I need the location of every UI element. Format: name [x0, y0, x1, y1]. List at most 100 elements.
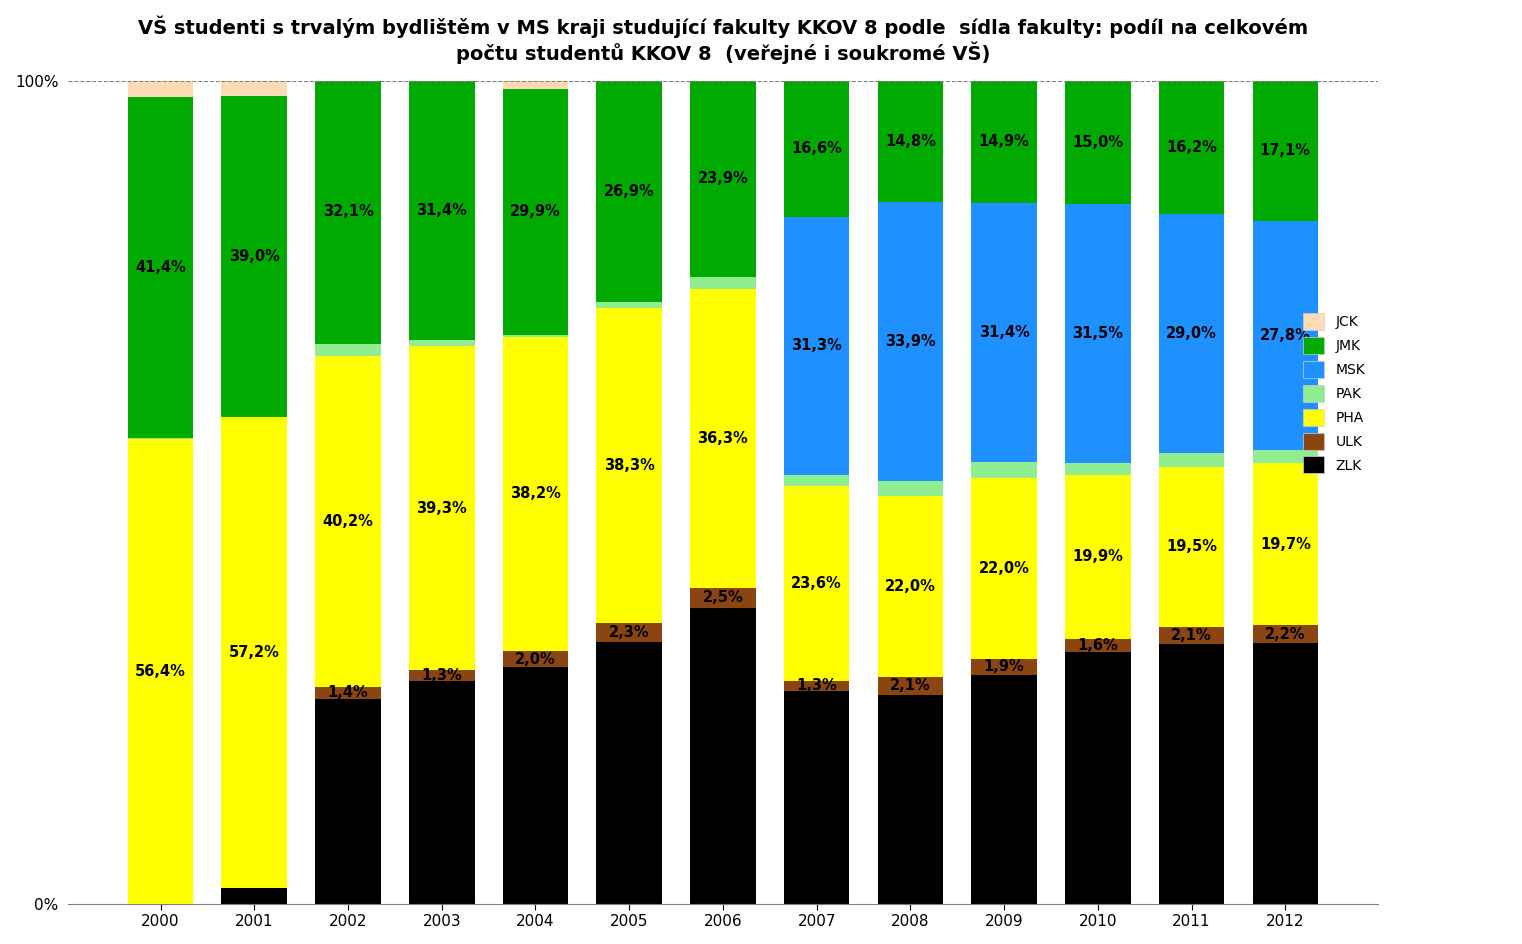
Text: 38,3%: 38,3%: [604, 458, 654, 473]
Text: 30,6%: 30,6%: [1073, 770, 1123, 785]
Bar: [222, 96, 288, 417]
Bar: [878, 80, 944, 202]
Bar: [878, 202, 944, 481]
Bar: [878, 677, 944, 695]
Bar: [315, 699, 380, 903]
Text: 31,4%: 31,4%: [979, 325, 1029, 340]
Bar: [971, 478, 1036, 659]
Text: 1,3%: 1,3%: [422, 667, 463, 683]
Bar: [128, 80, 193, 97]
Bar: [409, 340, 475, 346]
Text: 15,0%: 15,0%: [1073, 135, 1123, 150]
Bar: [1158, 80, 1224, 214]
Text: 1,6%: 1,6%: [1078, 637, 1119, 652]
Text: 17,1%: 17,1%: [1260, 143, 1310, 159]
Bar: [784, 80, 849, 217]
Text: 31,5%: 31,5%: [1166, 767, 1218, 782]
Title: VŠ studenti s trvalým bydlištěm v MS kraji studující fakulty KKOV 8 podle  sídla: VŠ studenti s trvalým bydlištěm v MS kra…: [139, 15, 1307, 63]
Text: 23,9%: 23,9%: [697, 172, 749, 186]
Bar: [502, 89, 568, 335]
Bar: [971, 675, 1036, 903]
Text: 31,3%: 31,3%: [791, 339, 842, 353]
Text: 41,4%: 41,4%: [135, 260, 186, 275]
Bar: [1253, 80, 1318, 221]
Bar: [971, 462, 1036, 478]
Bar: [1253, 644, 1318, 903]
Text: 31,5%: 31,5%: [1073, 326, 1123, 341]
Text: 19,9%: 19,9%: [1073, 549, 1123, 565]
Bar: [878, 497, 944, 677]
Text: 2,1%: 2,1%: [890, 679, 931, 694]
Text: 27,8%: 27,8%: [979, 782, 1029, 797]
Bar: [1158, 645, 1224, 903]
Bar: [689, 80, 756, 278]
Bar: [315, 356, 380, 687]
Bar: [689, 278, 756, 289]
Text: 39,0%: 39,0%: [228, 249, 280, 264]
Text: 35,9%: 35,9%: [697, 749, 749, 764]
Bar: [409, 81, 475, 340]
Text: 22,0%: 22,0%: [979, 561, 1029, 576]
Bar: [1065, 475, 1131, 638]
Bar: [315, 687, 380, 699]
Bar: [128, 438, 193, 439]
Bar: [315, 79, 380, 344]
Bar: [1158, 452, 1224, 466]
Text: 2,1%: 2,1%: [1172, 628, 1212, 643]
Bar: [1253, 625, 1318, 644]
Bar: [502, 336, 568, 651]
Bar: [502, 651, 568, 667]
Bar: [971, 203, 1036, 462]
Text: 14,8%: 14,8%: [884, 134, 936, 149]
Bar: [971, 659, 1036, 675]
Bar: [1065, 464, 1131, 475]
Bar: [597, 80, 662, 302]
Bar: [784, 486, 849, 681]
Bar: [1253, 221, 1318, 450]
Text: 33,9%: 33,9%: [884, 334, 936, 349]
Text: 40,2%: 40,2%: [323, 514, 373, 530]
Bar: [597, 623, 662, 642]
Bar: [971, 80, 1036, 203]
Bar: [409, 681, 475, 903]
Bar: [1253, 450, 1318, 464]
Text: 16,6%: 16,6%: [791, 142, 842, 157]
Text: 27,8%: 27,8%: [1260, 329, 1310, 344]
Text: 2,0%: 2,0%: [514, 651, 556, 666]
Bar: [597, 308, 662, 623]
Bar: [502, 335, 568, 336]
Bar: [409, 346, 475, 670]
Text: 31,6%: 31,6%: [1260, 766, 1310, 781]
Text: 57,2%: 57,2%: [228, 645, 280, 660]
Text: 1,3%: 1,3%: [796, 679, 837, 694]
Text: 27,1%: 27,1%: [417, 784, 467, 800]
Bar: [878, 481, 944, 497]
Bar: [784, 681, 849, 691]
Text: 19,5%: 19,5%: [1166, 539, 1218, 554]
Text: 29,9%: 29,9%: [510, 204, 560, 219]
Text: 16,2%: 16,2%: [1166, 140, 1218, 155]
Bar: [597, 642, 662, 903]
Text: 26,9%: 26,9%: [604, 184, 654, 199]
Text: 1,9%: 1,9%: [983, 660, 1024, 674]
Bar: [222, 417, 288, 888]
Text: 2,3%: 2,3%: [609, 625, 650, 640]
Bar: [1253, 464, 1318, 625]
Text: 36,3%: 36,3%: [697, 430, 749, 446]
Bar: [315, 344, 380, 356]
Bar: [689, 587, 756, 608]
Bar: [878, 695, 944, 903]
Text: 32,1%: 32,1%: [323, 204, 373, 219]
Legend: JCK, JMK, MSK, PAK, PHA, ULK, ZLK: JCK, JMK, MSK, PAK, PHA, ULK, ZLK: [1298, 308, 1371, 479]
Bar: [784, 691, 849, 903]
Bar: [689, 608, 756, 903]
Text: 38,2%: 38,2%: [510, 486, 562, 501]
Text: 28,7%: 28,7%: [510, 778, 562, 793]
Bar: [1065, 651, 1131, 903]
Bar: [1065, 204, 1131, 464]
Bar: [502, 667, 568, 903]
Text: 1,4%: 1,4%: [327, 685, 368, 700]
Bar: [784, 475, 849, 486]
Text: 2,5%: 2,5%: [703, 590, 743, 605]
Text: 25,4%: 25,4%: [884, 792, 936, 806]
